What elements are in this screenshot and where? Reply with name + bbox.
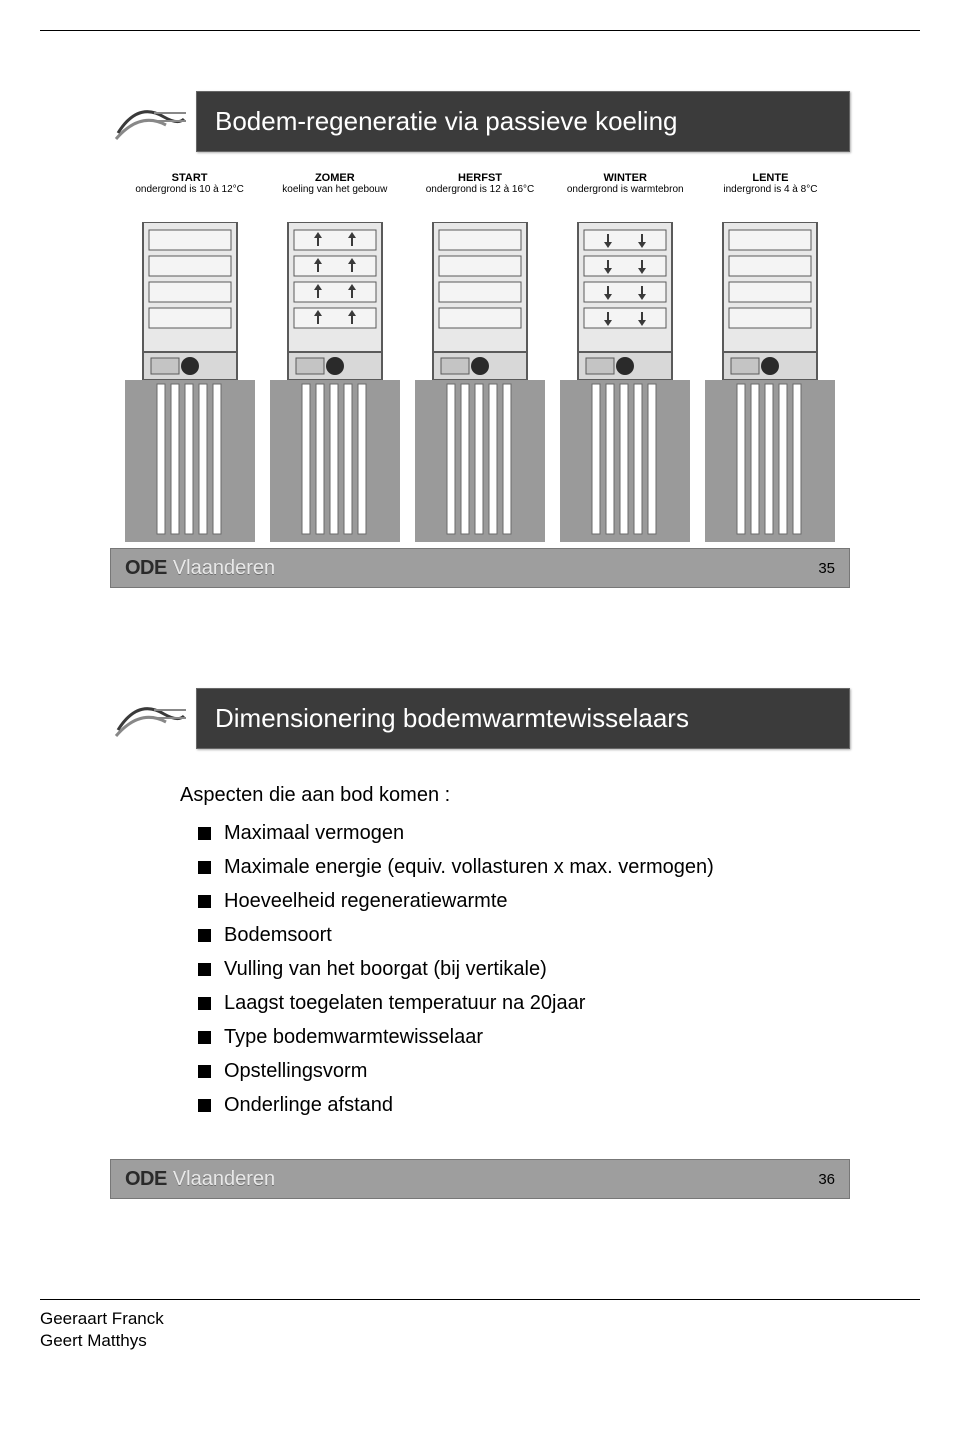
season-name: WINTER <box>604 172 647 184</box>
slide2-footer: ODE Vlaanderen 36 <box>110 1159 850 1199</box>
season-name: HERFST <box>458 172 502 184</box>
slide1-footer: ODE Vlaanderen 35 <box>110 548 850 588</box>
author-1: Geeraart Franck <box>40 1308 920 1330</box>
bullet-item: Hoeveelheid regeneratiewarmte <box>198 885 822 917</box>
season-name: LENTE <box>752 172 788 184</box>
season-col-1: ZOMER koeling van het gebouw <box>265 172 404 542</box>
brand-bold: ODE <box>125 1168 167 1191</box>
season-name: START <box>172 172 208 184</box>
slide-2: Dimensionering bodemwarmtewisselaars Asp… <box>110 688 850 1199</box>
brand-light: Vlaanderen <box>173 557 275 580</box>
slide1-number: 35 <box>818 560 835 577</box>
ode-logo-icon <box>110 93 188 151</box>
top-rule <box>40 30 920 31</box>
bullet-item: Bodemsoort <box>198 919 822 951</box>
bullet-item: Laagst toegelaten temperatuur na 20jaar <box>198 987 822 1019</box>
season-sub: ondergrond is 12 à 16°C <box>426 184 535 218</box>
season-sub: indergrond is 4 à 8°C <box>723 184 817 218</box>
season-name: ZOMER <box>315 172 355 184</box>
season-col-4: LENTE indergrond is 4 à 8°C <box>701 172 840 542</box>
slide1-diagram: START ondergrond is 10 à 12°C ZOMER koel… <box>110 162 850 542</box>
bullet-item: Maximale energie (equiv. vollasturen x m… <box>198 851 822 883</box>
slide1-header: Bodem-regeneratie via passieve koeling <box>110 91 850 152</box>
bottom-rule <box>40 1299 920 1300</box>
author-2: Geert Matthys <box>40 1330 920 1352</box>
season-col-0: START ondergrond is 10 à 12°C <box>120 172 259 542</box>
season-sub: ondergrond is warmtebron <box>567 184 684 218</box>
slide2-number: 36 <box>818 1171 835 1188</box>
slide1-title: Bodem-regeneratie via passieve koeling <box>196 91 850 152</box>
bullet-item: Vulling van het boorgat (bij vertikale) <box>198 953 822 985</box>
slide2-bullets: Maximaal vermogenMaximale energie (equiv… <box>180 817 822 1121</box>
slide2-header: Dimensionering bodemwarmtewisselaars <box>110 688 850 749</box>
ode-logo-icon <box>110 690 188 748</box>
bullet-item: Opstellingsvorm <box>198 1055 822 1087</box>
brand: ODE Vlaanderen <box>125 557 275 580</box>
brand-bold: ODE <box>125 557 167 580</box>
bullet-item: Type bodemwarmtewisselaar <box>198 1021 822 1053</box>
season-col-3: WINTER ondergrond is warmtebron <box>556 172 695 542</box>
brand: ODE Vlaanderen <box>125 1168 275 1191</box>
season-sub: ondergrond is 10 à 12°C <box>135 184 244 218</box>
bullet-item: Onderlinge afstand <box>198 1089 822 1121</box>
slide2-intro: Aspecten die aan bod komen : <box>180 779 822 811</box>
slide-1: Bodem-regeneratie via passieve koeling S… <box>110 91 850 588</box>
bullet-item: Maximaal vermogen <box>198 817 822 849</box>
season-sub: koeling van het gebouw <box>282 184 387 218</box>
slide2-body: Aspecten die aan bod komen : Maximaal ve… <box>110 759 850 1153</box>
season-col-2: HERFST ondergrond is 12 à 16°C <box>410 172 549 542</box>
authors: Geeraart Franck Geert Matthys <box>40 1308 920 1382</box>
slide2-title: Dimensionering bodemwarmtewisselaars <box>196 688 850 749</box>
brand-light: Vlaanderen <box>173 1168 275 1191</box>
